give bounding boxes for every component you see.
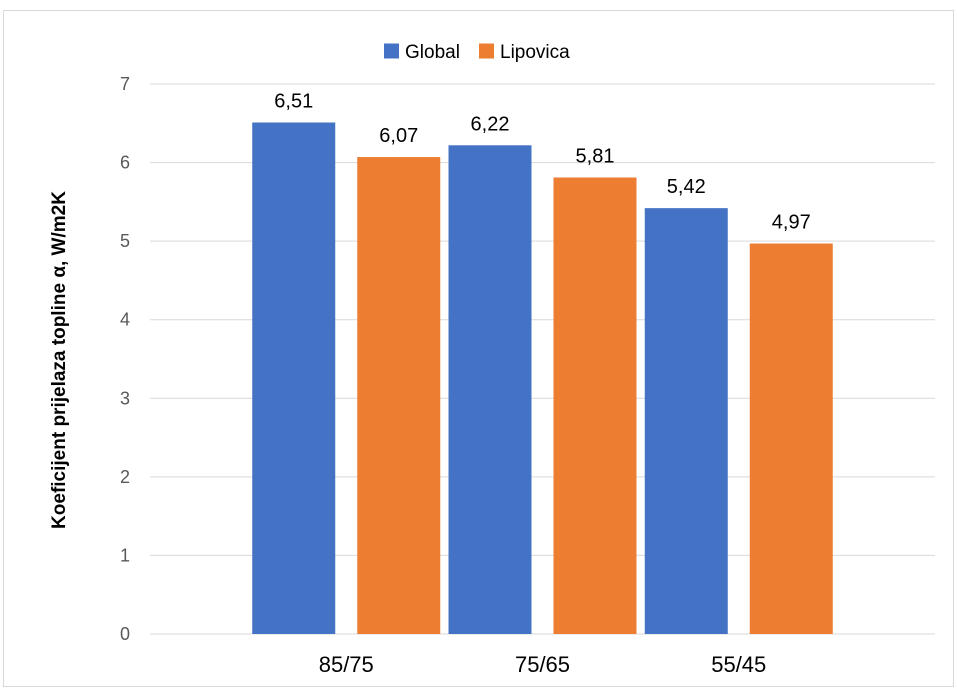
y-tick-label: 7 [120, 74, 130, 94]
bars [252, 122, 833, 635]
y-tick-label: 6 [120, 153, 130, 173]
y-tick-label: 2 [120, 467, 130, 487]
legend-swatch-lipovica [479, 43, 494, 59]
y-axis-label: Koeficijent prijelaza topline α, W/m2K [49, 191, 70, 529]
bar-global-75-65 [448, 145, 532, 635]
data-label: 6,51 [274, 91, 313, 113]
x-category-label: 75/65 [515, 652, 570, 677]
legend-swatch-global [384, 43, 399, 59]
data-labels: 6,51 6,07 6,22 5,81 5,42 4,97 [274, 91, 810, 234]
bar-lipovica-75-65 [553, 177, 637, 634]
y-tick-label: 5 [120, 231, 130, 251]
data-label: 6,22 [471, 113, 510, 135]
y-axis-ticks: 0 1 2 3 4 5 6 7 [120, 74, 130, 644]
x-category-label: 85/75 [319, 652, 374, 677]
bar-global-55-45 [644, 208, 728, 634]
legend: Global Lipovica [384, 42, 570, 63]
bar-lipovica-85-75 [357, 157, 441, 635]
bar-lipovica-55-45 [749, 243, 833, 634]
y-tick-label: 0 [120, 624, 130, 644]
y-tick-label: 1 [120, 545, 130, 565]
x-axis-categories: 85/75 75/65 55/45 [319, 652, 767, 677]
legend-label-lipovica: Lipovica [500, 42, 570, 63]
data-label: 6,07 [379, 125, 418, 147]
data-label: 5,81 [576, 146, 615, 168]
y-tick-label: 4 [120, 310, 130, 330]
data-label: 5,42 [667, 176, 706, 198]
x-category-label: 55/45 [711, 652, 766, 677]
bar-global-85-75 [252, 122, 336, 634]
data-label: 4,97 [772, 212, 811, 234]
y-tick-label: 3 [120, 388, 130, 408]
legend-label-global: Global [405, 42, 460, 63]
